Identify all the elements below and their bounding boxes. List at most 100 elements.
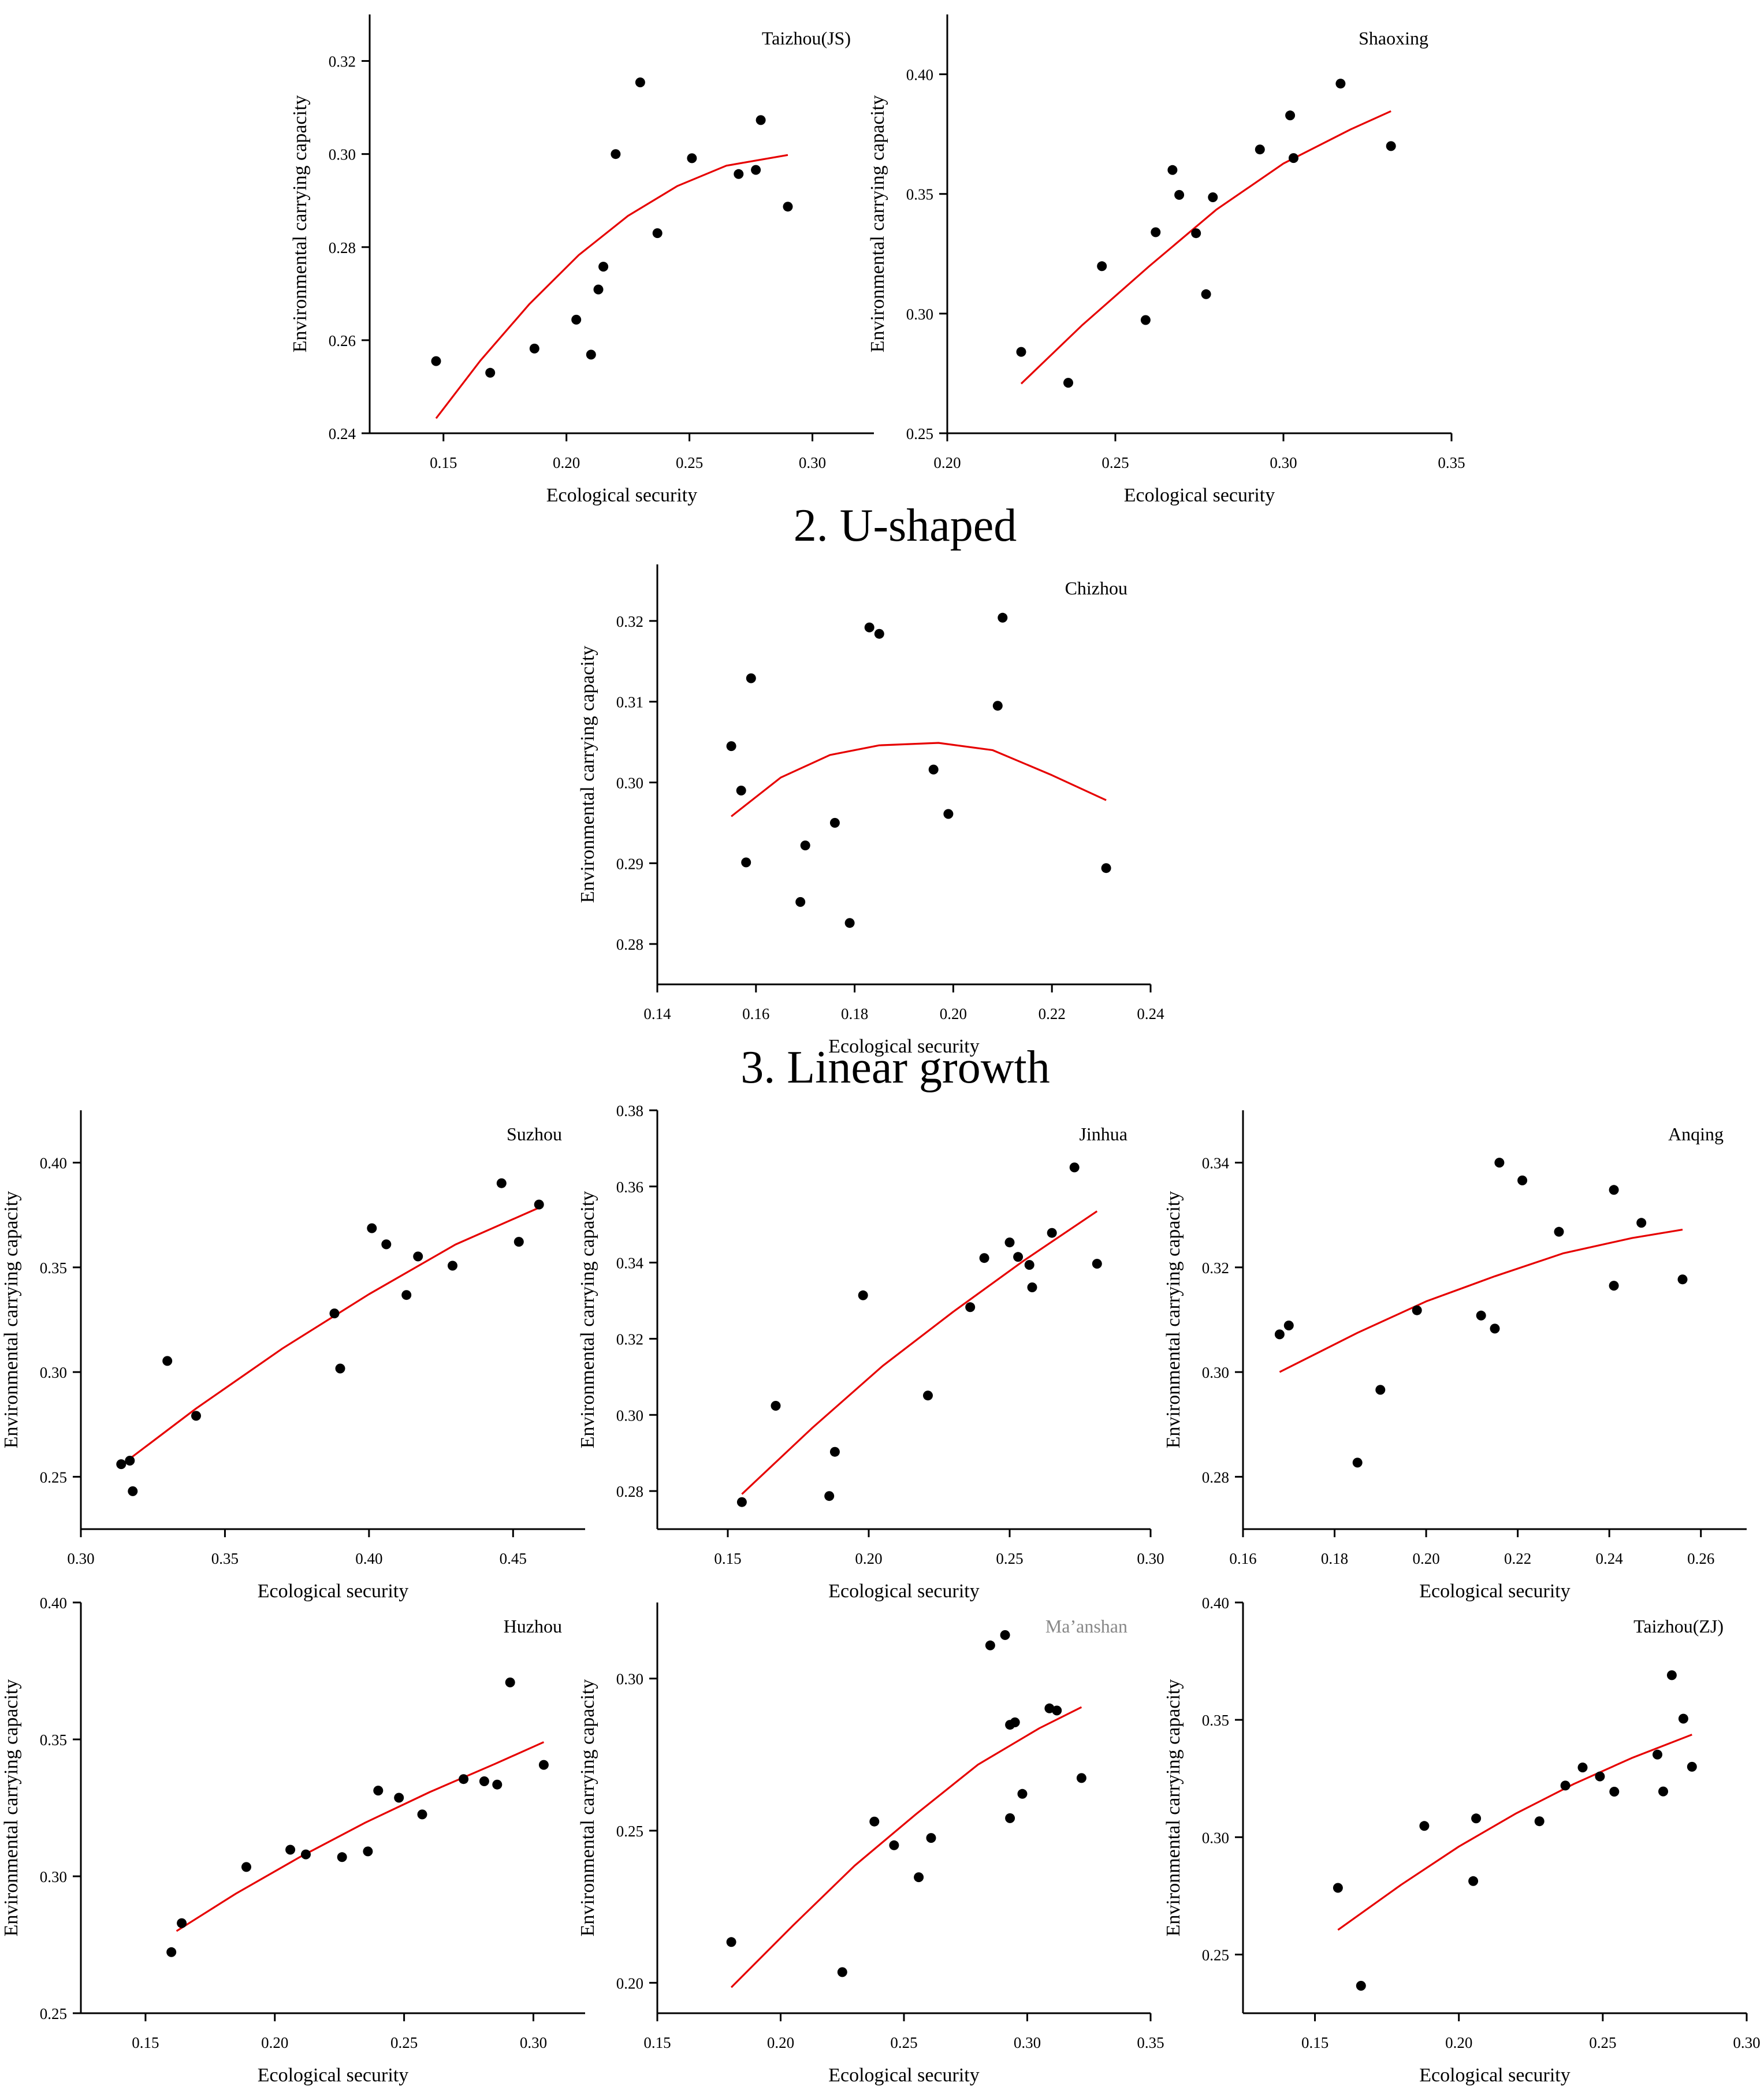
y-tick-label: 0.40 [1202, 1594, 1229, 1612]
data-point [598, 262, 609, 272]
data-point [1047, 1228, 1057, 1238]
data-point [1285, 110, 1296, 121]
data-point [1609, 1185, 1619, 1195]
data-point [923, 1390, 933, 1401]
data-point [586, 349, 596, 360]
data-point [874, 629, 884, 639]
data-point [756, 115, 766, 125]
y-axis-label: Environmental carrying capacity [577, 1679, 598, 1937]
y-tick-label: 0.36 [616, 1178, 643, 1196]
section-title-u-shaped: 2. U-shaped [793, 500, 1017, 551]
x-axis-label: Ecological security [258, 2065, 409, 2086]
y-tick-label: 0.32 [616, 1330, 643, 1348]
y-tick-label: 0.24 [329, 425, 356, 443]
data-point [1386, 141, 1396, 151]
panel-title: Taizhou(ZJ) [1633, 1616, 1724, 1637]
data-point [1016, 347, 1026, 357]
data-point [335, 1363, 345, 1374]
x-tick-label: 0.25 [890, 2034, 917, 2051]
y-tick-label: 0.30 [906, 306, 933, 323]
panel-title: Huzhou [504, 1616, 562, 1637]
data-point [401, 1290, 412, 1300]
data-point [829, 817, 840, 828]
y-axis-label: Environmental carrying capacity [1, 1191, 22, 1449]
y-tick-label: 0.29 [616, 855, 643, 872]
chart-huzhou: 0.15 0.20 0.25 0.30 0.25 0.30 0.35 0.40 Ecologic… [1, 1594, 585, 2086]
data-point [513, 1237, 524, 1247]
data-point [571, 314, 582, 325]
data-point [329, 1308, 340, 1319]
y-tick-label: 0.25 [1202, 1946, 1229, 1964]
data-point [1356, 1981, 1366, 1991]
data-point [1687, 1761, 1697, 1772]
data-point [979, 1253, 989, 1263]
data-point [1151, 227, 1161, 237]
panel-title: Chizhou [1065, 578, 1127, 598]
data-point [413, 1251, 423, 1262]
y-tick-label: 0.35 [40, 1259, 67, 1277]
data-point [829, 1447, 840, 1457]
y-tick-label: 0.28 [616, 936, 643, 953]
x-tick-label: 0.18 [1321, 1550, 1348, 1567]
data-point [795, 897, 806, 907]
data-point [1255, 144, 1265, 155]
data-point [1289, 153, 1298, 163]
y-axis-label: Environmental carrying capacity [289, 95, 311, 353]
x-tick-label: 0.24 [1596, 1550, 1624, 1567]
data-point [128, 1486, 138, 1496]
x-tick-label: 0.15 [643, 2034, 671, 2051]
y-tick-label: 0.28 [1202, 1468, 1229, 1486]
y-tick-label: 0.25 [40, 1468, 67, 1486]
y-tick-label: 0.40 [906, 66, 933, 84]
y-tick-label: 0.30 [40, 1868, 67, 1886]
data-point [125, 1456, 135, 1466]
data-point [751, 165, 761, 175]
panel-title: Ma’anshan [1045, 1616, 1127, 1637]
fit-curve [1279, 1229, 1683, 1373]
data-point [1375, 1385, 1386, 1395]
y-tick-label: 0.25 [906, 425, 933, 443]
data-point [926, 1833, 936, 1843]
data-point [1063, 378, 1073, 388]
data-point [1609, 1787, 1620, 1797]
data-point [162, 1356, 173, 1366]
x-tick-label: 0.45 [500, 1550, 527, 1567]
x-tick-label: 0.30 [1014, 2034, 1041, 2051]
y-tick-label: 0.30 [329, 146, 356, 163]
data-point [529, 343, 539, 354]
data-point [1044, 1703, 1055, 1713]
data-point [771, 1401, 781, 1411]
panel-title: Taizhou(JS) [762, 28, 851, 49]
data-point [1490, 1323, 1500, 1334]
data-point [459, 1774, 469, 1784]
data-point [1004, 1237, 1015, 1248]
data-point [864, 622, 874, 633]
data-point [1013, 1252, 1024, 1262]
data-point [734, 169, 744, 179]
data-point [191, 1411, 201, 1421]
y-tick-label: 0.40 [40, 1594, 67, 1612]
x-tick-label: 0.25 [1589, 2034, 1616, 2051]
x-tick-label: 0.26 [1687, 1550, 1714, 1567]
panel-title: Suzhou [507, 1124, 562, 1144]
data-point [505, 1677, 515, 1687]
y-axis-label: Environmental carrying capacity [1163, 1191, 1184, 1449]
x-tick-label: 0.20 [767, 2034, 794, 2051]
fit-curve [730, 1706, 1082, 1988]
y-tick-label: 0.34 [1202, 1155, 1230, 1172]
data-point [116, 1459, 126, 1470]
data-point [485, 367, 496, 378]
x-tick-label: 0.30 [799, 454, 826, 471]
data-point [373, 1786, 384, 1796]
data-point [479, 1776, 489, 1786]
y-axis-label: Environmental carrying capacity [577, 646, 598, 903]
data-point [869, 1816, 880, 1827]
data-point [1052, 1705, 1062, 1716]
x-axis-label: Ecological security [1419, 2065, 1571, 2086]
data-point [1274, 1329, 1285, 1340]
y-tick-label: 0.32 [1202, 1259, 1229, 1277]
x-tick-label: 0.25 [390, 2034, 418, 2051]
section-title-linear-growth: 3. Linear growth [740, 1042, 1050, 1093]
data-point [1005, 1813, 1015, 1823]
